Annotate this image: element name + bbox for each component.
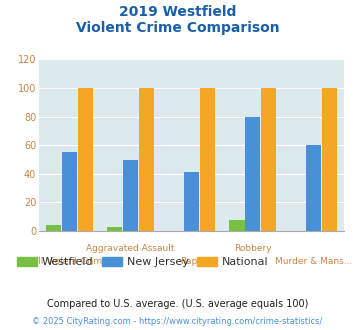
Text: Aggravated Assault: Aggravated Assault (86, 244, 175, 253)
Bar (78, 88, 93, 231)
Text: © 2025 CityRating.com - https://www.cityrating.com/crime-statistics/: © 2025 CityRating.com - https://www.city… (32, 317, 323, 326)
Text: Compared to U.S. average. (U.S. average equals 100): Compared to U.S. average. (U.S. average … (47, 299, 308, 309)
Bar (107, 227, 122, 231)
Legend: Westfield, New Jersey, National: Westfield, New Jersey, National (13, 252, 273, 272)
Text: Violent Crime Comparison: Violent Crime Comparison (76, 21, 279, 35)
Bar (322, 88, 337, 231)
Bar (245, 116, 261, 231)
Bar (306, 145, 322, 231)
Bar (123, 159, 138, 231)
Bar (184, 172, 200, 231)
Text: Murder & Mans...: Murder & Mans... (275, 257, 353, 266)
Text: Robbery: Robbery (234, 244, 272, 253)
Bar (62, 152, 77, 231)
Text: Rape: Rape (180, 257, 203, 266)
Text: All Violent Crime: All Violent Crime (32, 257, 108, 266)
Bar (261, 88, 276, 231)
Bar (200, 88, 215, 231)
Bar (46, 225, 61, 231)
Bar (229, 219, 245, 231)
Bar (139, 88, 154, 231)
Text: 2019 Westfield: 2019 Westfield (119, 5, 236, 19)
